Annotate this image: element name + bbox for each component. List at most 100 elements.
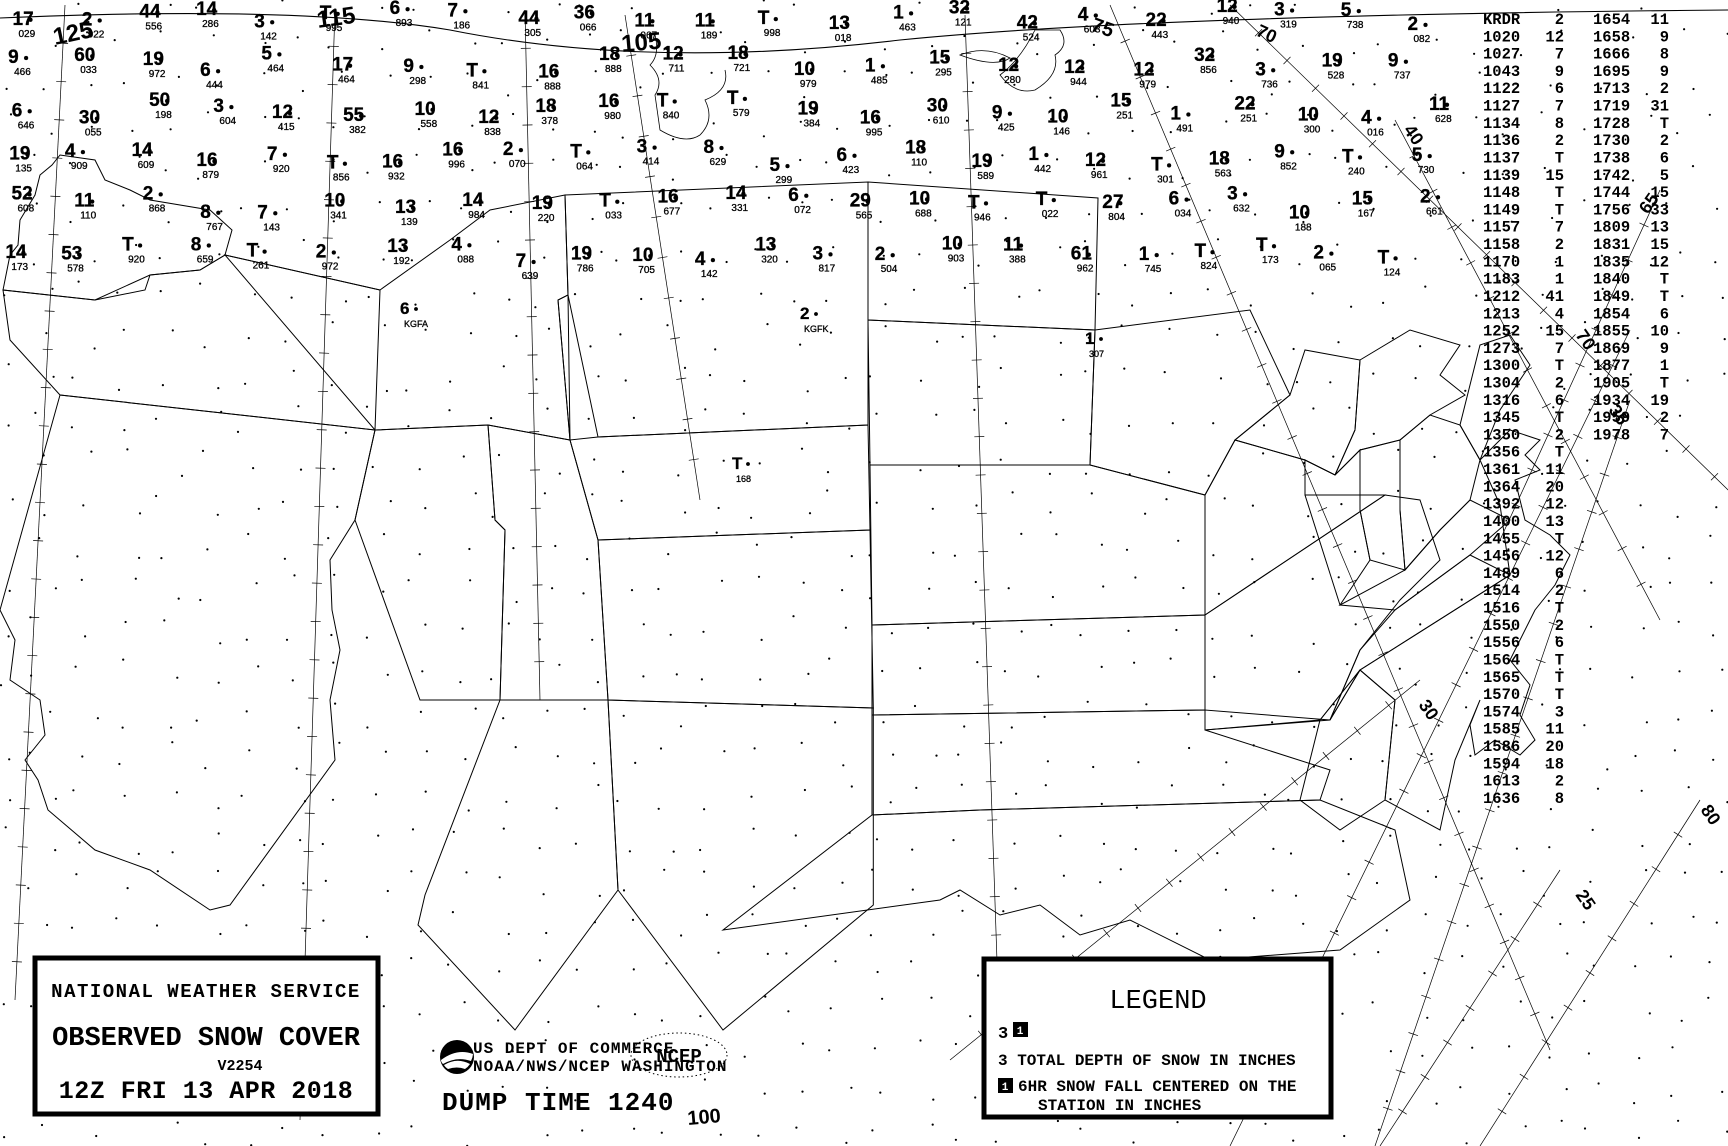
- svg-text:1574: 1574: [1483, 703, 1520, 721]
- svg-text:7: 7: [1555, 46, 1564, 64]
- svg-text:1043: 1043: [1483, 63, 1520, 81]
- svg-text:4: 4: [65, 141, 76, 162]
- svg-text:856: 856: [333, 173, 350, 184]
- svg-text:082: 082: [1414, 34, 1431, 45]
- svg-text:1666: 1666: [1593, 46, 1630, 64]
- svg-text:KGFA: KGFA: [404, 319, 428, 329]
- svg-text:589: 589: [977, 171, 994, 182]
- svg-text:T: T: [570, 141, 582, 162]
- svg-text:T: T: [1555, 652, 1564, 670]
- svg-text:909: 909: [71, 161, 88, 172]
- svg-text:8: 8: [191, 235, 202, 256]
- svg-text:1594: 1594: [1483, 755, 1520, 773]
- svg-text:1514: 1514: [1483, 582, 1520, 600]
- svg-text:1738: 1738: [1593, 150, 1630, 168]
- svg-text:3: 3: [1274, 0, 1285, 21]
- svg-text:940: 940: [1223, 16, 1240, 27]
- svg-text:1730: 1730: [1593, 132, 1630, 150]
- svg-text:OBSERVED SNOW COVER: OBSERVED SNOW COVER: [52, 1024, 361, 1054]
- svg-text:251: 251: [1240, 113, 1257, 124]
- svg-text:1744: 1744: [1593, 184, 1630, 202]
- svg-text:425: 425: [998, 123, 1015, 134]
- svg-text:5: 5: [1660, 167, 1669, 185]
- svg-text:414: 414: [643, 157, 660, 168]
- svg-text:1636: 1636: [1483, 790, 1520, 808]
- svg-text:220: 220: [538, 213, 555, 224]
- svg-text:1: 1: [1660, 357, 1669, 375]
- svg-text:628: 628: [1435, 114, 1452, 125]
- svg-text:T: T: [1555, 444, 1564, 462]
- svg-text:1: 1: [1085, 329, 1094, 348]
- svg-text:T: T: [1555, 201, 1564, 219]
- svg-text:1585: 1585: [1483, 721, 1520, 739]
- svg-text:528: 528: [1328, 71, 1345, 82]
- svg-text:423: 423: [843, 165, 860, 176]
- svg-text:1658: 1658: [1593, 28, 1630, 46]
- svg-text:8: 8: [1660, 46, 1669, 64]
- svg-text:980: 980: [604, 111, 621, 122]
- svg-text:6: 6: [400, 299, 409, 318]
- svg-text:1719: 1719: [1593, 98, 1630, 116]
- svg-text:10: 10: [1650, 323, 1669, 341]
- svg-text:1: 1: [1139, 244, 1150, 265]
- svg-text:2: 2: [316, 242, 327, 263]
- svg-text:2: 2: [1555, 375, 1564, 393]
- svg-text:609: 609: [138, 160, 155, 171]
- svg-text:1877: 1877: [1593, 357, 1630, 375]
- svg-text:464: 464: [267, 63, 284, 74]
- svg-text:167: 167: [1358, 209, 1375, 220]
- svg-text:072: 072: [794, 205, 811, 216]
- svg-text:5: 5: [770, 155, 781, 176]
- svg-text:KRDR: KRDR: [1483, 11, 1521, 29]
- svg-text:295: 295: [935, 67, 952, 78]
- svg-text:192: 192: [393, 256, 410, 267]
- svg-text:491: 491: [1176, 124, 1193, 135]
- svg-text:1170: 1170: [1483, 253, 1520, 271]
- svg-text:8: 8: [200, 202, 211, 223]
- svg-text:7: 7: [447, 0, 458, 21]
- svg-text:T: T: [1555, 150, 1564, 168]
- svg-text:286: 286: [202, 19, 219, 30]
- svg-text:016: 016: [1367, 128, 1384, 139]
- svg-text:300: 300: [1304, 125, 1321, 136]
- svg-text:688: 688: [915, 208, 932, 219]
- svg-text:841: 841: [472, 80, 489, 91]
- svg-text:15: 15: [1545, 167, 1564, 185]
- svg-text:1456: 1456: [1483, 548, 1520, 566]
- svg-text:1134: 1134: [1483, 115, 1520, 133]
- svg-text:840: 840: [663, 111, 680, 122]
- svg-text:1345: 1345: [1483, 409, 1520, 427]
- svg-text:2: 2: [1555, 617, 1564, 635]
- svg-text:2: 2: [1420, 186, 1431, 207]
- svg-text:9: 9: [403, 56, 414, 77]
- svg-text:852: 852: [1280, 161, 1297, 172]
- svg-text:979: 979: [800, 79, 817, 90]
- svg-text:T: T: [1660, 375, 1669, 393]
- svg-text:6: 6: [1555, 634, 1564, 652]
- svg-text:1742: 1742: [1593, 167, 1630, 185]
- svg-text:466: 466: [14, 67, 31, 78]
- svg-text:KGFK: KGFK: [804, 324, 829, 334]
- svg-text:STATION IN INCHES: STATION IN INCHES: [1038, 1097, 1202, 1115]
- svg-text:T: T: [247, 241, 259, 262]
- svg-text:4: 4: [1555, 305, 1564, 323]
- svg-text:4: 4: [1361, 108, 1372, 129]
- svg-text:142: 142: [701, 269, 718, 280]
- svg-text:1213: 1213: [1483, 305, 1520, 323]
- svg-text:7: 7: [1555, 340, 1564, 358]
- svg-text:998: 998: [764, 28, 781, 39]
- svg-text:T: T: [320, 3, 332, 24]
- svg-text:961: 961: [1091, 170, 1108, 181]
- svg-text:2: 2: [1660, 132, 1669, 150]
- svg-text:2: 2: [1555, 773, 1564, 791]
- svg-text:382: 382: [349, 125, 366, 136]
- svg-text:2: 2: [143, 183, 154, 204]
- svg-text:1: 1: [1002, 1082, 1009, 1094]
- svg-text:19: 19: [1650, 392, 1669, 410]
- svg-text:12: 12: [1545, 496, 1564, 514]
- svg-text:298: 298: [409, 76, 426, 87]
- svg-text:2: 2: [82, 10, 93, 31]
- svg-text:903: 903: [948, 254, 965, 265]
- svg-text:9: 9: [992, 103, 1003, 124]
- svg-text:US DEPT OF COMMERCE: US DEPT OF COMMERCE: [473, 1040, 674, 1058]
